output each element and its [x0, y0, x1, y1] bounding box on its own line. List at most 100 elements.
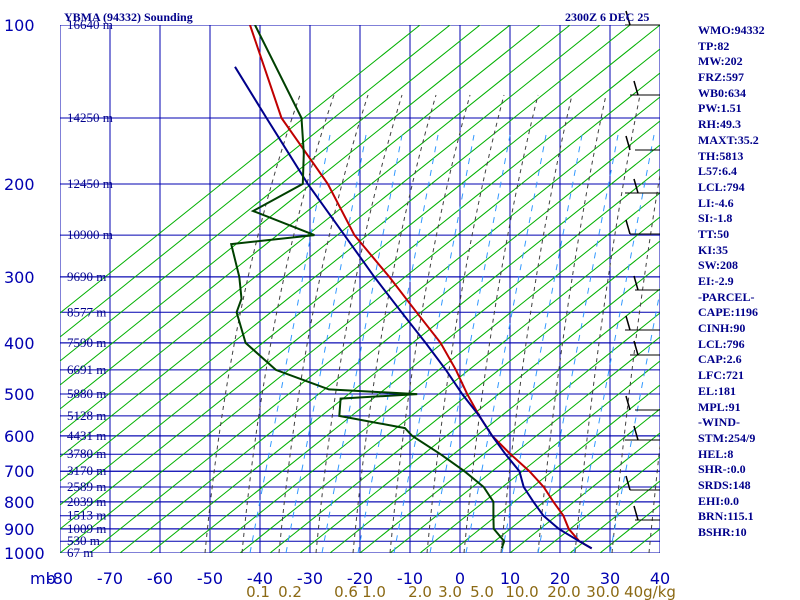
- dry-adiabat-line: [389, 336, 660, 553]
- moist-adiabat-line: [241, 94, 335, 553]
- dry-adiabat-line: [329, 288, 660, 553]
- dry-adiabat-line: [60, 25, 421, 314]
- dry-adiabat-line: [60, 25, 511, 386]
- profile-series-0: [249, 25, 593, 550]
- dry-adiabat-line: [89, 96, 660, 553]
- index-row: SRDS:148: [698, 477, 751, 492]
- mixing-ratio-line: [285, 134, 367, 553]
- wind-barb: [625, 425, 660, 441]
- pressure-tick-label: 800: [4, 493, 35, 512]
- index-row: EL:181: [698, 383, 737, 398]
- mixing-ratio-label: 0.2: [278, 583, 302, 600]
- dry-adiabat-line: [60, 25, 451, 338]
- mixing-ratio-label: 3.0: [438, 583, 462, 600]
- dry-adiabat-line: [60, 48, 660, 530]
- dry-adiabat-line: [479, 408, 660, 553]
- temperature-tick-label: -50: [197, 569, 223, 588]
- profile-series-1: [234, 66, 593, 550]
- index-row: -PARCEL-: [698, 289, 755, 304]
- pressure-tick-label: 700: [4, 462, 35, 481]
- mixing-ratio-label: 1.0: [362, 583, 386, 600]
- index-row: PW:1.51: [698, 101, 742, 116]
- pressure-tick-label: 600: [4, 427, 35, 446]
- wind-barb: [625, 395, 660, 411]
- wind-barb: [633, 505, 660, 521]
- height-label: 67 m: [67, 545, 93, 560]
- height-label: 8577 m: [67, 304, 106, 319]
- grid-lines: [60, 25, 660, 553]
- index-row: SHR-:0.0: [698, 462, 746, 477]
- index-row: MAXT:35.2: [698, 132, 759, 147]
- height-label: 3780 m: [67, 446, 106, 461]
- index-row: MW:202: [698, 54, 743, 69]
- dry-adiabat-line: [60, 25, 541, 410]
- mixing-ratio-label: 30.0: [586, 583, 619, 600]
- wind-barb: [625, 10, 660, 26]
- dry-adiabat-line: [419, 360, 660, 553]
- dry-adiabat-line: [60, 25, 571, 434]
- moist-adiabat-line: [426, 94, 505, 553]
- index-row: TP:82: [698, 38, 730, 53]
- index-row: TT:50: [698, 226, 730, 241]
- temperature-tick-label: 10: [500, 569, 520, 588]
- wind-barb: [625, 315, 660, 331]
- dry-adiabat-line: [449, 384, 660, 553]
- temperature-tick-label: -70: [97, 569, 123, 588]
- mixing-ratio-line: [537, 134, 619, 553]
- moist-adiabat-line: [389, 94, 471, 553]
- moist-adiabat-line: [315, 94, 403, 553]
- index-panel: WMO:94332 TP:82 MW:202 FRZ:597 WB0:634 PW:1.5…: [698, 23, 800, 541]
- height-label: 3170 m: [67, 463, 106, 478]
- pressure-tick-label: 900: [4, 520, 35, 539]
- mixing-ratio-line: [501, 134, 583, 553]
- height-label: 4431 m: [67, 428, 106, 443]
- dry-adiabat-line: [60, 25, 481, 362]
- mixing-ratio-label: 20.0: [547, 583, 580, 600]
- moist-adiabat-line: [204, 94, 301, 553]
- chart-title: YBMA (94332) Sounding: [64, 10, 193, 24]
- dry-adiabat-line: [299, 264, 660, 553]
- moist-adiabat-line: [574, 94, 641, 553]
- dry-adiabat-line: [119, 120, 660, 553]
- temperature-tick-label: 30: [600, 569, 620, 588]
- temperature-tick-label: -80: [47, 569, 73, 588]
- index-row: LCL:794: [698, 179, 745, 194]
- index-row: RH:49.3: [698, 117, 741, 132]
- pressure-tick-label: 1000: [4, 544, 45, 563]
- wind-barb: [625, 135, 660, 151]
- height-label: 1009 m: [67, 521, 106, 536]
- index-row: SI:-1.8: [698, 211, 733, 226]
- pressure-tick-label: 100: [4, 16, 35, 35]
- index-row: TH:5813: [698, 148, 744, 163]
- index-row: STM:254/9: [698, 430, 756, 445]
- chart-time: 2300Z 6 DEC 25: [565, 10, 649, 24]
- pressure-tick-label: 200: [4, 175, 35, 194]
- height-label: 2589 m: [67, 479, 106, 494]
- wind-barb: [625, 219, 660, 235]
- dry-adiabat-line: [209, 192, 660, 553]
- height-label: 9690 m: [67, 269, 106, 284]
- index-row: MPL:91: [698, 399, 741, 414]
- mixing-ratio-label: 40g/kg: [624, 583, 676, 600]
- dry-adiabat-line: [60, 25, 601, 458]
- index-row: CINH:90: [698, 321, 746, 336]
- dry-adiabat-line: [239, 216, 660, 553]
- mixing-ratio-label: 0.1: [246, 583, 270, 600]
- pressure-tick-label: 400: [4, 334, 35, 353]
- dry-adiabat-line: [60, 25, 660, 506]
- dry-adiabat-line: [269, 240, 660, 553]
- wind-barb: [633, 275, 660, 291]
- index-row: BSHR:10: [698, 525, 747, 539]
- index-row: L57:6.4: [698, 164, 737, 179]
- index-row: SW:208: [698, 258, 739, 273]
- mixing-ratio-label: 2.0: [408, 583, 432, 600]
- dry-adiabat-line: [60, 72, 660, 553]
- index-row: HEL:8: [698, 446, 734, 461]
- height-label: 2039 m: [67, 494, 106, 509]
- mixing-ratio-label: 5.0: [470, 583, 494, 600]
- index-row: -WIND-: [698, 415, 740, 430]
- index-row: LI:-4.6: [698, 195, 734, 210]
- temperature-tick-label: -60: [147, 569, 173, 588]
- index-row: LFC:721: [698, 368, 744, 383]
